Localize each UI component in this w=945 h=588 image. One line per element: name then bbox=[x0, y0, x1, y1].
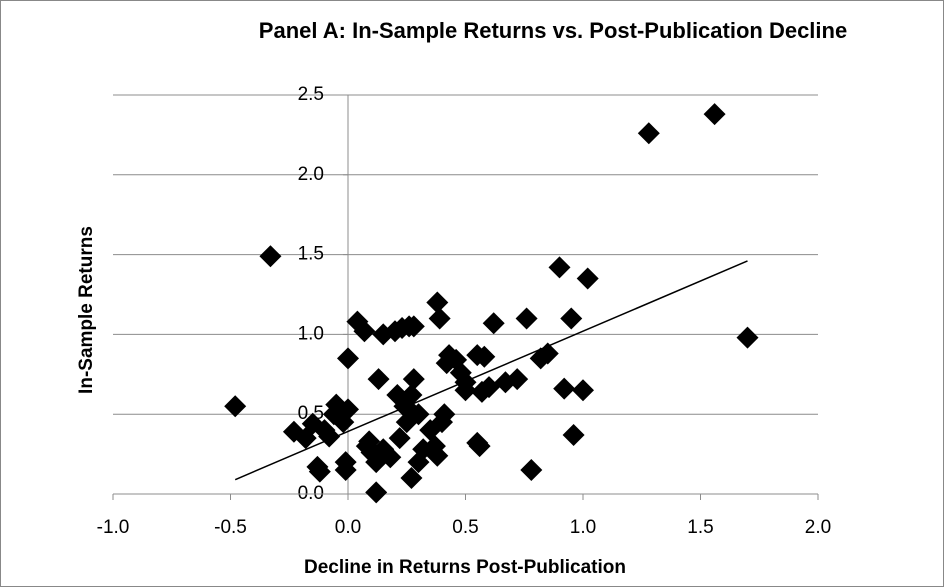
scatter-point bbox=[367, 368, 390, 391]
y-tick-label: 2.5 bbox=[298, 84, 324, 105]
scatter-point bbox=[576, 267, 599, 290]
y-axis-title: In-Sample Returns bbox=[76, 226, 97, 394]
scatter-point bbox=[478, 376, 500, 399]
y-tick-label: 1.0 bbox=[298, 323, 324, 344]
x-tick-label: 0.5 bbox=[452, 517, 478, 538]
scatter-point bbox=[433, 403, 456, 426]
scatter-point bbox=[379, 446, 402, 469]
scatter-point bbox=[308, 460, 331, 483]
trendline bbox=[234, 260, 748, 481]
scatter-point bbox=[468, 435, 491, 458]
x-axis-title: Decline in Returns Post-Publication bbox=[304, 557, 626, 578]
scatter-point bbox=[259, 245, 282, 268]
scatter-point bbox=[337, 398, 359, 421]
chart-title: Panel A: In-Sample Returns vs. Post-Publ… bbox=[259, 18, 847, 43]
scatter-point bbox=[560, 307, 583, 330]
scatter-point bbox=[402, 368, 425, 391]
scatter-point bbox=[506, 368, 529, 391]
scatter-point bbox=[482, 312, 505, 335]
scatter-point bbox=[365, 481, 388, 504]
scatter-point bbox=[572, 379, 594, 402]
y-tick-label: 2.0 bbox=[298, 164, 324, 185]
scatter-point bbox=[224, 395, 247, 418]
scatter-point bbox=[407, 403, 430, 426]
scatter-point bbox=[426, 444, 449, 467]
scatter-point bbox=[473, 345, 496, 368]
x-tick-label: 1.5 bbox=[687, 517, 713, 538]
scatter-point bbox=[353, 320, 376, 343]
scatter-point bbox=[334, 459, 357, 482]
x-tick-label: 1.0 bbox=[570, 517, 596, 538]
scatter-point bbox=[562, 423, 585, 446]
scatter-point bbox=[388, 427, 411, 450]
scatter-point bbox=[637, 122, 660, 145]
scatter-point bbox=[400, 384, 423, 407]
scatter-point bbox=[400, 467, 423, 490]
scatter-point bbox=[703, 103, 726, 126]
scatter-point bbox=[454, 371, 477, 394]
x-tick-label: 0.0 bbox=[335, 517, 361, 538]
scatter-point bbox=[402, 315, 425, 338]
x-tick-label: -1.0 bbox=[97, 517, 130, 538]
scatter-point bbox=[520, 459, 543, 482]
scatter-point bbox=[553, 377, 576, 400]
scatter-point bbox=[548, 256, 571, 279]
x-tick-label: 2.0 bbox=[805, 517, 831, 538]
y-tick-label: 1.5 bbox=[298, 244, 324, 265]
x-tick-label: -0.5 bbox=[214, 517, 247, 538]
scatter-point bbox=[515, 307, 538, 330]
scatter-point bbox=[736, 326, 759, 349]
scatter-point bbox=[428, 307, 451, 330]
scatter-point bbox=[426, 291, 449, 314]
scatter-point bbox=[337, 347, 359, 370]
